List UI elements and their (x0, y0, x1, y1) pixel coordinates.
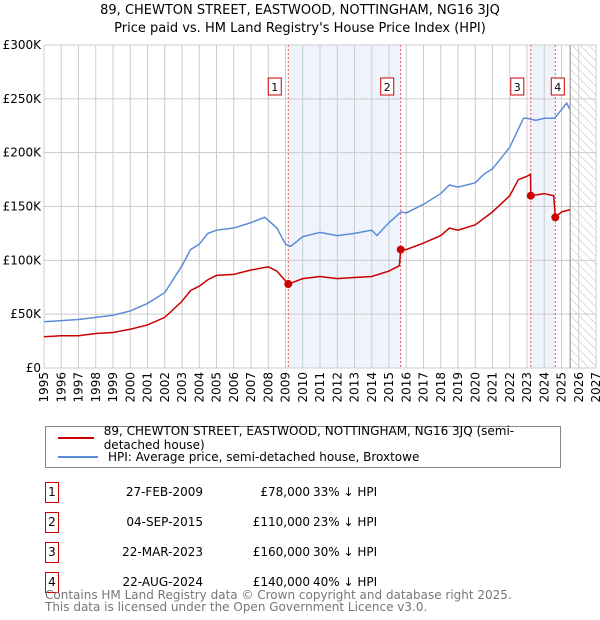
sale-label: 1 (271, 81, 278, 94)
x-tick-label: 1997 (72, 372, 86, 403)
sale-label-box (267, 77, 282, 96)
sale-point (284, 280, 293, 289)
x-tick-label: 2013 (348, 372, 362, 403)
x-tick-label: 2004 (192, 372, 206, 403)
sale-row: 2 04-SEP-2015 £110,000 23% ↓ HPI (45, 512, 545, 534)
property-line (43, 172, 571, 338)
x-tick-label: 1998 (89, 372, 103, 403)
legend-item-property: 89, CHEWTON STREET, EASTWOOD, NOTTINGHAM… (58, 424, 560, 452)
sale-label-box (510, 77, 525, 96)
x-tick-label: 2019 (451, 372, 465, 403)
legend-item-hpi: HPI: Average price, semi-detached house,… (58, 447, 419, 467)
x-tick-label: 2027 (589, 372, 600, 403)
sale-label-box (380, 77, 395, 96)
x-tick-label: 2010 (296, 372, 310, 403)
footer-line-1: Contains HM Land Registry data © Crown c… (45, 588, 512, 602)
x-tick-label: 2015 (382, 372, 396, 403)
x-tick-label: 2014 (365, 372, 379, 403)
x-tick-label: 1996 (54, 372, 68, 403)
price-chart: 1995 1996 1997 1998 1999 2000 2001 2002 2003 2004… (3, 38, 600, 403)
sale-number: 2 (45, 512, 59, 533)
x-tick-label: 2002 (158, 372, 172, 403)
x-tick-label: 2007 (244, 372, 258, 403)
sale-price: £78,000 (260, 485, 310, 499)
x-tick-label: 2024 (537, 372, 551, 403)
x-tick-label: 2001 (141, 372, 155, 403)
x-tick-label: 2003 (175, 372, 189, 403)
sale-hpi-diff: 23% ↓ HPI (313, 515, 378, 529)
x-tick-label: 1999 (106, 372, 120, 403)
legend-swatch-blue (58, 456, 98, 458)
legend-swatch-red (58, 437, 94, 439)
sale-label: 2 (384, 81, 391, 94)
y-tick-label: £250K (3, 92, 43, 106)
x-tick-label: 2023 (520, 372, 534, 403)
y-tick-label: £100K (3, 253, 43, 267)
sale-point (551, 213, 560, 222)
y-tick-label: £50K (10, 307, 42, 321)
sale-date: 22-MAR-2023 (122, 545, 203, 559)
x-tick-label: 2011 (313, 372, 327, 403)
sale-point (396, 245, 405, 254)
x-tick-label: 2012 (330, 372, 344, 403)
x-tick-label: 2017 (417, 372, 431, 403)
legend: 89, CHEWTON STREET, EASTWOOD, NOTTINGHAM… (45, 424, 561, 468)
x-tick-label: 1995 (37, 372, 51, 403)
sale-date: 27-FEB-2009 (125, 485, 203, 499)
chart-subtitle: Price paid vs. HM Land Registry's House … (114, 21, 486, 36)
sale-label: 4 (554, 81, 561, 94)
x-tick-label: 2005 (210, 372, 224, 403)
y-tick-label: £200K (3, 146, 43, 160)
chart-title: 89, CHEWTON STREET, EASTWOOD, NOTTINGHAM… (100, 3, 500, 18)
legend-label: HPI: Average price, semi-detached house,… (108, 450, 420, 464)
x-tick-label: 2020 (468, 372, 482, 403)
x-tick-label: 2016 (399, 372, 413, 403)
x-tick-label: 2021 (486, 372, 500, 403)
sale-row: 1 27-FEB-2009 £78,000 33% ↓ HPI (45, 482, 545, 504)
sale-label-box (550, 77, 565, 96)
y-tick-label: £150K (3, 200, 43, 214)
x-tick-label: 2006 (227, 372, 241, 403)
x-tick-label: 2009 (279, 372, 293, 403)
sale-number: 1 (45, 482, 59, 503)
x-tick-label: 2008 (261, 372, 275, 403)
sale-point (526, 191, 535, 200)
sale-number: 3 (45, 542, 59, 563)
sale-hpi-diff: 33% ↓ HPI (313, 485, 378, 499)
x-tick-label: 2026 (572, 372, 586, 403)
sale-price: £140,000 (252, 575, 310, 589)
sale-date: 04-SEP-2015 (126, 515, 203, 529)
sale-number: 4 (45, 572, 59, 593)
sale-row: 3 22-MAR-2023 £160,000 30% ↓ HPI (45, 542, 545, 564)
y-tick-label: £0 (26, 361, 41, 375)
sale-hpi-diff: 40% ↓ HPI (313, 575, 378, 589)
sale-date: 22-AUG-2024 (122, 575, 204, 589)
legend-label: 89, CHEWTON STREET, EASTWOOD, NOTTINGHAM… (103, 424, 515, 452)
footer-line-2: This data is licensed under the Open Gov… (45, 600, 428, 614)
sale-label: 3 (514, 81, 521, 94)
x-tick-label: 2025 (555, 372, 569, 403)
sale-row: 4 22-AUG-2024 £140,000 40% ↓ HPI (45, 572, 545, 594)
sale-hpi-diff: 30% ↓ HPI (313, 545, 378, 559)
x-tick-label: 2000 (123, 372, 137, 403)
x-tick-label: 2022 (503, 372, 517, 403)
hpi-line (43, 101, 571, 323)
sale-price: £160,000 (252, 545, 310, 559)
sale-price: £110,000 (252, 515, 310, 529)
y-tick-label: £300K (3, 38, 43, 52)
x-tick-label: 2018 (434, 372, 448, 403)
